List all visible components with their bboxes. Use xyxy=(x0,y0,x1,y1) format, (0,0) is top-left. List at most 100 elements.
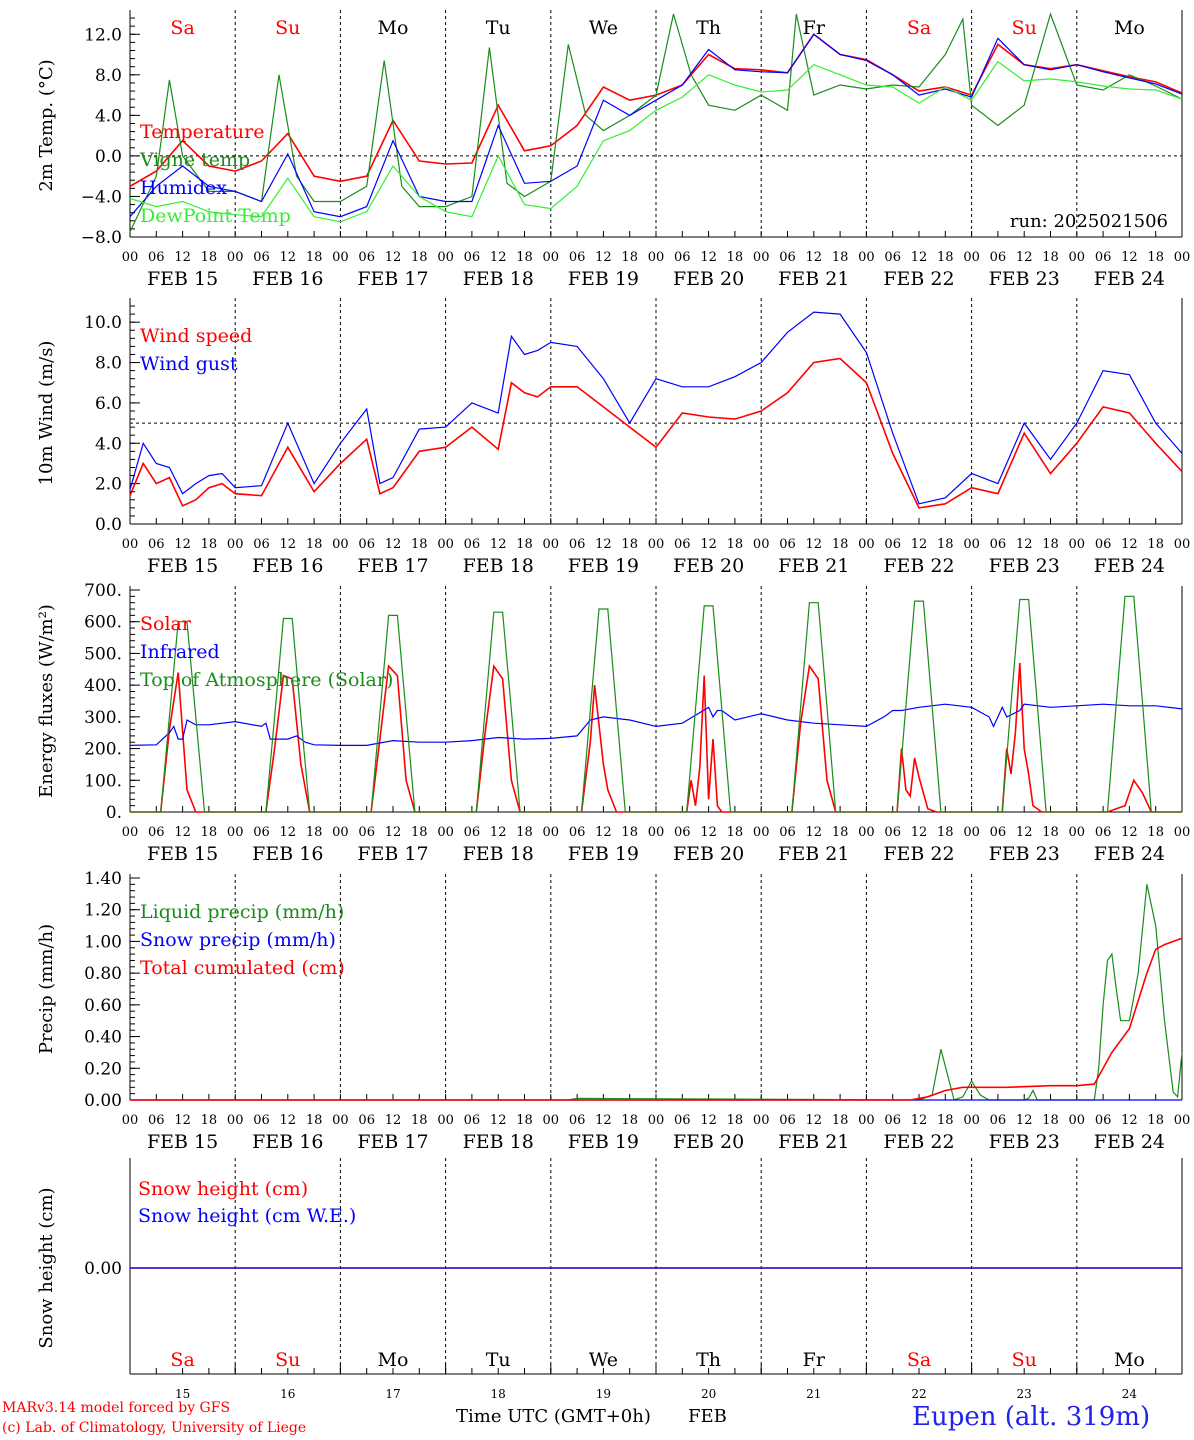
x-hour-label: 00 xyxy=(858,537,875,552)
x-hour-label: 12 xyxy=(1016,1113,1033,1128)
x-hour-label: 18 xyxy=(411,537,428,552)
legend-entry: Infrared xyxy=(140,641,220,663)
x-hour-label: 06 xyxy=(569,1113,586,1128)
day-number-label: 20 xyxy=(701,1387,716,1401)
x-hour-label: 06 xyxy=(464,537,481,552)
x-hour-label: 12 xyxy=(911,537,928,552)
x-hour-label: 12 xyxy=(700,250,717,265)
day-name-label: Sa xyxy=(907,1349,931,1371)
y-axis-title: Precip (mm/h) xyxy=(36,924,57,1054)
x-hour-label: 18 xyxy=(937,250,954,265)
x-date-label: FEB 24 xyxy=(1094,843,1165,865)
x-hour-label: 06 xyxy=(148,1113,165,1128)
day-name-label: We xyxy=(589,17,618,39)
x-date-label: FEB 17 xyxy=(357,555,428,577)
x-hour-label: 12 xyxy=(280,1113,297,1128)
x-axis-month: FEB xyxy=(688,1406,727,1427)
x-hour-label: 18 xyxy=(727,825,744,840)
x-hour-label: 00 xyxy=(858,1113,875,1128)
x-hour-label: 12 xyxy=(595,537,612,552)
x-date-label: FEB 16 xyxy=(252,843,323,865)
x-hour-label: 18 xyxy=(1042,825,1059,840)
day-number-label: 15 xyxy=(175,1387,190,1401)
series-line-infrared xyxy=(129,703,1183,747)
x-hour-label: 12 xyxy=(806,250,823,265)
x-hour-label: 18 xyxy=(832,825,849,840)
x-hour-label: 18 xyxy=(1042,537,1059,552)
x-hour-label: 12 xyxy=(385,825,402,840)
x-hour-label: 00 xyxy=(227,825,244,840)
x-hour-label: 00 xyxy=(122,250,139,265)
x-hour-label: 12 xyxy=(806,1113,823,1128)
day-name-label: Th xyxy=(696,1349,721,1371)
x-hour-label: 00 xyxy=(1069,1113,1086,1128)
x-date-label: FEB 18 xyxy=(463,1131,534,1153)
x-hour-label: 06 xyxy=(1095,825,1112,840)
y-tick-label: −8.0 xyxy=(81,228,122,248)
x-hour-label: 18 xyxy=(306,250,323,265)
day-number-label: 17 xyxy=(385,1387,400,1401)
x-hour-label: 00 xyxy=(227,537,244,552)
x-hour-label: 00 xyxy=(543,1113,560,1128)
x-hour-label: 00 xyxy=(332,825,349,840)
x-hour-label: 12 xyxy=(174,825,191,840)
day-name-label: Fr xyxy=(803,17,826,39)
x-hour-label: 00 xyxy=(648,537,665,552)
x-date-label: FEB 19 xyxy=(568,268,639,290)
x-date-label: FEB 15 xyxy=(147,555,218,577)
x-hour-label: 00 xyxy=(1174,825,1191,840)
x-hour-label: 06 xyxy=(1095,537,1112,552)
x-hour-label: 12 xyxy=(806,537,823,552)
x-hour-label: 18 xyxy=(1147,825,1164,840)
legend-entry: Solar xyxy=(140,613,192,635)
x-hour-label: 12 xyxy=(595,1113,612,1128)
x-hour-label: 06 xyxy=(148,825,165,840)
x-hour-label: 18 xyxy=(727,537,744,552)
y-tick-label: 1.00 xyxy=(84,932,122,952)
x-hour-label: 18 xyxy=(1147,1113,1164,1128)
x-hour-label: 18 xyxy=(1042,1113,1059,1128)
x-hour-label: 06 xyxy=(990,1113,1007,1128)
x-hour-label: 06 xyxy=(990,825,1007,840)
x-date-label: FEB 16 xyxy=(252,555,323,577)
x-hour-label: 12 xyxy=(700,1113,717,1128)
x-hour-label: 18 xyxy=(516,825,533,840)
y-tick-label: 8.0 xyxy=(95,66,122,86)
x-date-label: FEB 24 xyxy=(1094,268,1165,290)
x-date-label: FEB 17 xyxy=(357,268,428,290)
x-hour-label: 18 xyxy=(727,250,744,265)
x-date-label: FEB 17 xyxy=(357,843,428,865)
x-date-label: FEB 15 xyxy=(147,843,218,865)
legend-entry: Wind speed xyxy=(140,325,252,347)
x-date-label: FEB 19 xyxy=(568,555,639,577)
day-name-label: We xyxy=(589,1349,618,1371)
legend-entry: Snow height (cm W.E.) xyxy=(138,1205,356,1227)
x-hour-label: 00 xyxy=(648,825,665,840)
y-tick-label: 200. xyxy=(84,740,122,760)
x-hour-label: 18 xyxy=(1147,537,1164,552)
y-axis-title: 10m Wind (m/s) xyxy=(36,341,57,486)
day-name-label: Fr xyxy=(803,1349,826,1371)
x-date-label: FEB 19 xyxy=(568,1131,639,1153)
x-hour-label: 06 xyxy=(253,250,270,265)
x-hour-label: 12 xyxy=(1121,250,1138,265)
x-hour-label: 12 xyxy=(490,825,507,840)
x-hour-label: 12 xyxy=(174,250,191,265)
x-hour-label: 18 xyxy=(306,1113,323,1128)
x-hour-label: 12 xyxy=(911,1113,928,1128)
x-hour-label: 06 xyxy=(884,537,901,552)
x-axis-title: Time UTC (GMT+0h) xyxy=(456,1406,651,1427)
y-tick-label: 6.0 xyxy=(95,394,122,414)
x-hour-label: 00 xyxy=(858,825,875,840)
x-hour-label: 18 xyxy=(621,825,638,840)
x-hour-label: 06 xyxy=(569,825,586,840)
model-credit: MARv3.14 model forced by GFS xyxy=(2,1400,231,1416)
day-name-label: Tu xyxy=(486,17,511,39)
y-tick-label: 0.00 xyxy=(84,1091,122,1111)
y-tick-label: 0.40 xyxy=(84,1028,122,1048)
x-hour-label: 12 xyxy=(280,250,297,265)
y-tick-label: 0.0 xyxy=(95,147,122,167)
x-hour-label: 06 xyxy=(358,537,375,552)
x-hour-label: 00 xyxy=(1069,537,1086,552)
y-tick-label: 500. xyxy=(84,644,122,664)
